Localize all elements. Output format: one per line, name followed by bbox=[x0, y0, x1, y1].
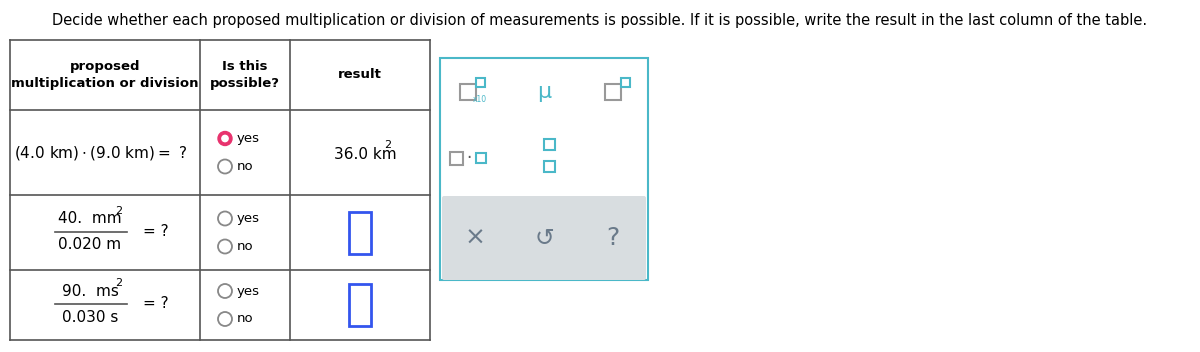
Text: 40.  mm: 40. mm bbox=[58, 211, 122, 226]
Text: Is this
possible?: Is this possible? bbox=[210, 60, 280, 90]
Circle shape bbox=[222, 136, 228, 142]
Text: yes: yes bbox=[238, 132, 260, 145]
Text: $(4.0\ \rm{km})\cdot(9.0\ \rm{km})=\ ?$: $(4.0\ \rm{km})\cdot(9.0\ \rm{km})=\ ?$ bbox=[13, 144, 186, 162]
Circle shape bbox=[218, 132, 232, 145]
Text: Decide whether each proposed multiplication or division of measurements is possi: Decide whether each proposed multiplicat… bbox=[53, 13, 1147, 27]
Text: ?: ? bbox=[607, 226, 620, 250]
Bar bbox=[450, 151, 462, 164]
Bar bbox=[349, 212, 371, 253]
Bar bbox=[620, 77, 630, 87]
Text: no: no bbox=[238, 313, 253, 326]
Text: no: no bbox=[238, 240, 253, 253]
Bar bbox=[476, 153, 486, 163]
Text: x10: x10 bbox=[473, 94, 487, 103]
Text: no: no bbox=[238, 160, 253, 173]
Text: 2: 2 bbox=[115, 206, 122, 215]
Text: 0.030 s: 0.030 s bbox=[62, 309, 118, 325]
Text: yes: yes bbox=[238, 212, 260, 225]
Bar bbox=[544, 161, 554, 171]
Text: yes: yes bbox=[238, 284, 260, 297]
Bar bbox=[544, 138, 554, 150]
Text: μ: μ bbox=[536, 82, 551, 102]
Text: 2: 2 bbox=[115, 278, 122, 288]
Text: ×: × bbox=[464, 226, 485, 250]
Text: ↺: ↺ bbox=[534, 226, 554, 250]
Text: 0.020 m: 0.020 m bbox=[59, 237, 121, 252]
Text: = ?: = ? bbox=[143, 296, 169, 312]
Text: = ?: = ? bbox=[143, 224, 169, 239]
Bar bbox=[605, 84, 622, 100]
Text: result: result bbox=[338, 69, 382, 82]
Text: proposed
multiplication or division: proposed multiplication or division bbox=[11, 60, 199, 90]
Text: ·: · bbox=[467, 149, 472, 167]
Text: 90.  ms: 90. ms bbox=[61, 283, 119, 298]
FancyBboxPatch shape bbox=[442, 196, 646, 280]
Text: 36.0 km: 36.0 km bbox=[334, 147, 396, 162]
Bar bbox=[460, 84, 476, 100]
FancyBboxPatch shape bbox=[440, 58, 648, 280]
Bar bbox=[475, 77, 485, 87]
Text: 2: 2 bbox=[384, 139, 391, 150]
Bar bbox=[349, 284, 371, 326]
